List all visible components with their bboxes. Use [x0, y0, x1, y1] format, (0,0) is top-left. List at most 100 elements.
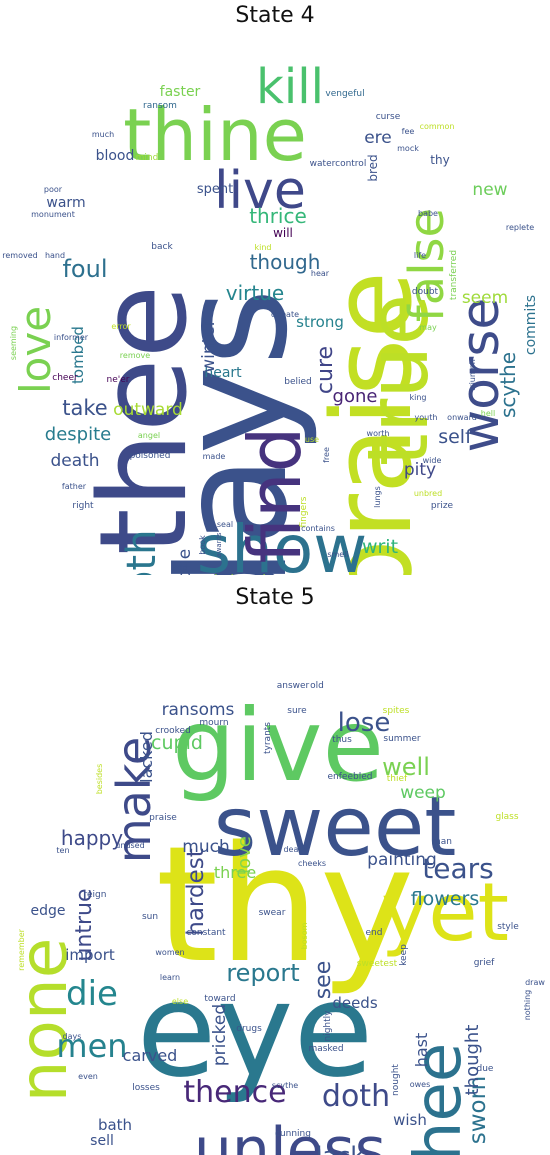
cloud-word: true [349, 294, 447, 466]
cloud-word: sweetest [357, 959, 398, 969]
cloud-word: unused [115, 841, 144, 850]
cloud-word: self [438, 426, 473, 448]
cloud-word: fee [402, 127, 415, 136]
cloud-word: give [172, 687, 384, 804]
cloud-word: spent [197, 182, 233, 197]
cloud-word: worth [367, 429, 390, 438]
cloud-word: will [273, 226, 293, 240]
cloud-word: remove [120, 351, 150, 360]
cloud-word: none [175, 549, 195, 575]
cloud-word: outward [113, 400, 183, 420]
cloud-word: add [172, 563, 187, 572]
cloud-word: bred [366, 154, 380, 181]
cloud-word: toward [204, 994, 235, 1004]
cloud-word: pity [404, 460, 436, 480]
cloud-word: informer [54, 333, 89, 342]
cloud-word: hand [45, 251, 65, 260]
cloud-word: ten [56, 846, 69, 855]
cloud-word: praise [308, 271, 436, 575]
cloud-word: kill [256, 59, 324, 115]
cloud-word: worse [451, 298, 511, 453]
cloud-word: draw [525, 978, 545, 987]
cloud-word: belied [284, 377, 312, 387]
cloud-word: thee [75, 285, 214, 556]
cloud-word: praise [149, 813, 177, 823]
cloud-word: cure [313, 346, 338, 394]
cloud-word: free [322, 447, 331, 463]
cloud-word: replete [506, 223, 534, 232]
cloud-word: smell [327, 550, 348, 559]
cloud-word: youth [415, 413, 438, 422]
cloud-word: sure [287, 706, 307, 716]
cloud-word: take [62, 396, 107, 420]
cloud-word: poor [44, 185, 63, 194]
cloud-word: show [197, 511, 368, 575]
cloud-word: commits [523, 295, 539, 355]
cloud-word: remember [17, 928, 26, 971]
cloud-word: losses [132, 1083, 160, 1093]
cloud-word: monument [31, 210, 75, 219]
cloud-word: contains [301, 524, 335, 533]
cloud-word: lose [338, 708, 391, 738]
cloud-word: carved [123, 1046, 178, 1065]
cloud-word: removed [2, 251, 37, 260]
cloud-word: constant [186, 928, 226, 938]
cloud-word: much [92, 130, 114, 139]
cloud-word: faster [160, 84, 201, 100]
cloud-word: transferred [449, 250, 459, 300]
cloud-word: see [311, 961, 336, 1000]
cloud-word: bath [98, 1116, 132, 1134]
cloud-word: fingers [299, 496, 309, 527]
cloud-word: foul [62, 255, 107, 283]
cloud-word: seem [462, 288, 508, 308]
cloud-word: find [233, 427, 317, 564]
cloud-word: book [198, 535, 207, 555]
cloud-word: deeds [332, 994, 378, 1012]
cloud-word: import [65, 946, 115, 964]
cloud-word: happy [61, 826, 123, 850]
cloud-word: yet [381, 866, 509, 959]
cloud-word: summer [383, 734, 420, 744]
cloud-word: though [250, 250, 321, 274]
cloud-word: well [382, 753, 430, 781]
cloud-word: even [78, 1072, 98, 1081]
cloud-word: else [172, 997, 188, 1006]
cloud-word: glass [495, 812, 518, 822]
cloud-word: nightly [323, 1010, 333, 1042]
cloud-word: lacked [137, 731, 156, 783]
cloud-word: king [409, 393, 426, 402]
cloud-word: mock [397, 144, 419, 153]
cloud-word: false [399, 208, 455, 322]
cloud-word: despite [45, 424, 111, 445]
cloud-word: doubt [412, 287, 439, 297]
cloud-word: onward [447, 413, 477, 422]
cloud-word: swear [259, 908, 286, 918]
cloud-word: bosom [300, 922, 309, 949]
cloud-word: babe [418, 209, 438, 218]
cloud-word: curse [376, 112, 401, 122]
cloud-word: angel [138, 431, 160, 440]
cloud-word: triumph [468, 359, 477, 391]
cloud-word: doth [119, 530, 165, 575]
wordcloud-panel-state-4: State 4 days thee praise thine true show find l… [0, 0, 550, 575]
cloud-word: women [155, 948, 184, 957]
cloud-word: report [226, 959, 299, 987]
cloud-word: die [66, 974, 118, 1014]
cloud-word: strong [296, 313, 344, 331]
cloud-word: doth [322, 1079, 390, 1114]
cloud-word: crooked [155, 726, 191, 736]
cloud-word: spites [383, 706, 410, 716]
cloud-word: masked [308, 1044, 343, 1054]
cloud-word: flowers [411, 888, 480, 910]
cloud-word: style [497, 922, 519, 932]
cloud-word: love [234, 836, 255, 874]
cloud-word: cheer [52, 373, 78, 383]
cloud-word: thus [332, 735, 352, 745]
cloud-word: ransoms [162, 700, 235, 720]
cloud-word: pricked [210, 1004, 230, 1066]
cloud-word: seeming [9, 326, 18, 360]
cloud-word: weep [400, 783, 446, 803]
cloud-word: edge [31, 903, 66, 919]
cloud-word: three [214, 863, 256, 882]
